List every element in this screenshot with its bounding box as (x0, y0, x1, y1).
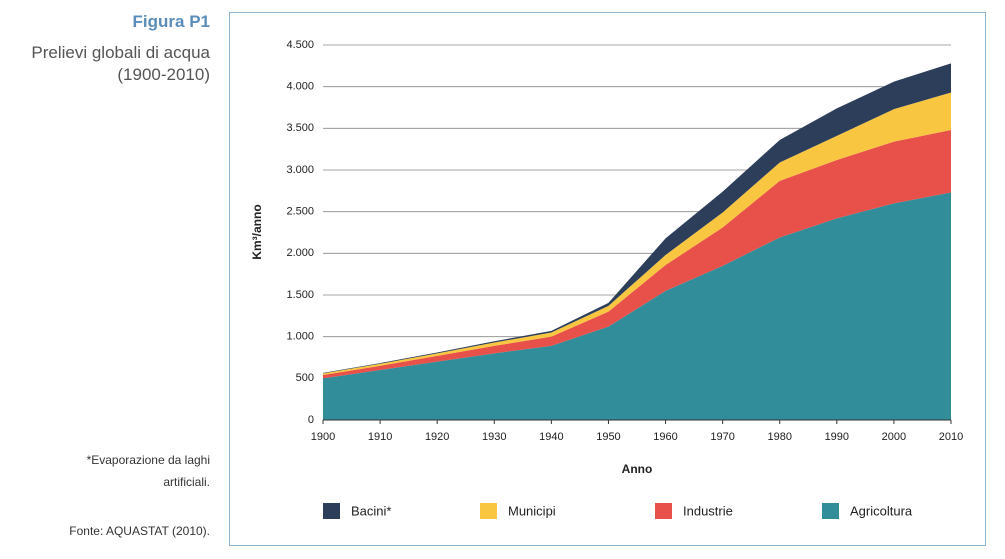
x-tick-label: 1920 (425, 431, 449, 443)
x-tick-label: 1930 (482, 431, 506, 443)
x-tick-label: 1990 (825, 431, 849, 443)
figure-label: Figura P1 (132, 12, 210, 31)
legend-label: Agricoltura (850, 503, 913, 518)
y-tick-label: 0 (308, 414, 314, 426)
x-tick-label: 2000 (882, 431, 906, 443)
area (323, 92, 951, 375)
legend-swatch (323, 503, 340, 519)
area (323, 63, 951, 374)
y-axis-label: Km³/anno (250, 204, 264, 259)
legend-swatch (822, 503, 839, 519)
x-tick-label: 1960 (653, 431, 677, 443)
area (323, 192, 951, 420)
subtitle-line: Prelievi globali di acqua (31, 43, 210, 62)
subtitle-line: (1900-2010) (117, 65, 210, 84)
legend-swatch (655, 503, 672, 519)
y-tick-label: 4.000 (286, 81, 314, 93)
y-tick-label: 2.000 (286, 247, 314, 259)
legend-swatch (480, 503, 497, 519)
chart-frame (229, 12, 986, 546)
x-tick-label: 1910 (368, 431, 392, 443)
source: Fonte: AQUASTAT (2010). (69, 524, 210, 538)
x-axis-label: Anno (622, 462, 653, 476)
legend-label: Industrie (683, 503, 733, 518)
x-tick-label: 1970 (710, 431, 734, 443)
x-tick-label: 2010 (939, 431, 963, 443)
legend-label: Municipi (508, 503, 556, 518)
x-tick-label: 1900 (311, 431, 335, 443)
subtitle: Prelievi globali di acqua (1900-2010) (31, 42, 210, 86)
y-tick-label: 2.500 (286, 206, 314, 218)
x-tick-label: 1980 (767, 431, 791, 443)
area (323, 130, 951, 379)
y-tick-label: 4.500 (286, 39, 314, 51)
x-tick-label: 1950 (596, 431, 620, 443)
y-tick-label: 3.000 (286, 164, 314, 176)
legend-label: Bacini* (351, 503, 391, 518)
y-tick-label: 1.000 (286, 331, 314, 343)
footnote: *Evaporazione da laghi artificiali. (86, 453, 210, 489)
y-tick-label: 500 (296, 372, 314, 384)
y-tick-label: 1.500 (286, 289, 314, 301)
x-tick-label: 1940 (539, 431, 563, 443)
y-tick-label: 3.500 (286, 122, 314, 134)
